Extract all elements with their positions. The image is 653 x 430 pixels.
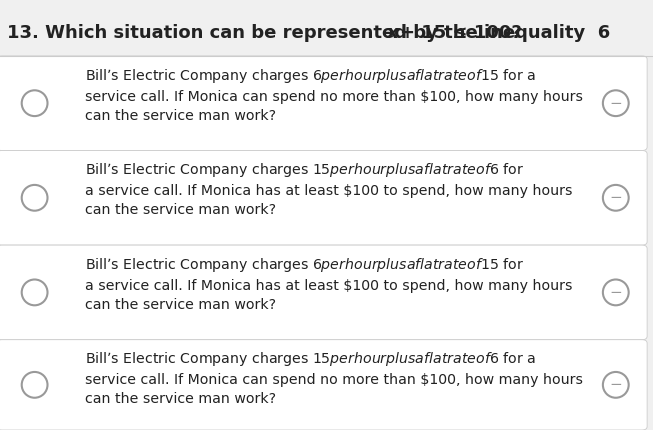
Text: −: − <box>609 285 622 300</box>
Text: 13. Which situation can be represented by the inequality  6: 13. Which situation can be represented b… <box>7 24 610 42</box>
Text: + 15 ≤ 100?: + 15 ≤ 100? <box>400 24 522 42</box>
Text: −: − <box>609 378 622 392</box>
Text: Bill’s Electric Company charges $6 per hour plus a flat rate of $15 for a
servic: Bill’s Electric Company charges $6 per h… <box>85 67 583 123</box>
Text: Bill’s Electric Company charges $15 per hour plus a flat rate of $6 for
a servic: Bill’s Electric Company charges $15 per … <box>85 161 573 217</box>
Text: −: − <box>609 96 622 111</box>
Text: Bill’s Electric Company charges $6 per hour plus a flat rate of $15 for
a servic: Bill’s Electric Company charges $6 per h… <box>85 256 573 312</box>
Text: −: − <box>609 190 622 205</box>
FancyBboxPatch shape <box>0 56 647 150</box>
Text: Bill’s Electric Company charges $15 per hour plus a flat rate of $6 for a
servic: Bill’s Electric Company charges $15 per … <box>85 350 583 406</box>
FancyBboxPatch shape <box>0 340 647 430</box>
FancyBboxPatch shape <box>0 245 647 340</box>
FancyBboxPatch shape <box>0 150 647 245</box>
Text: x: x <box>387 24 399 42</box>
